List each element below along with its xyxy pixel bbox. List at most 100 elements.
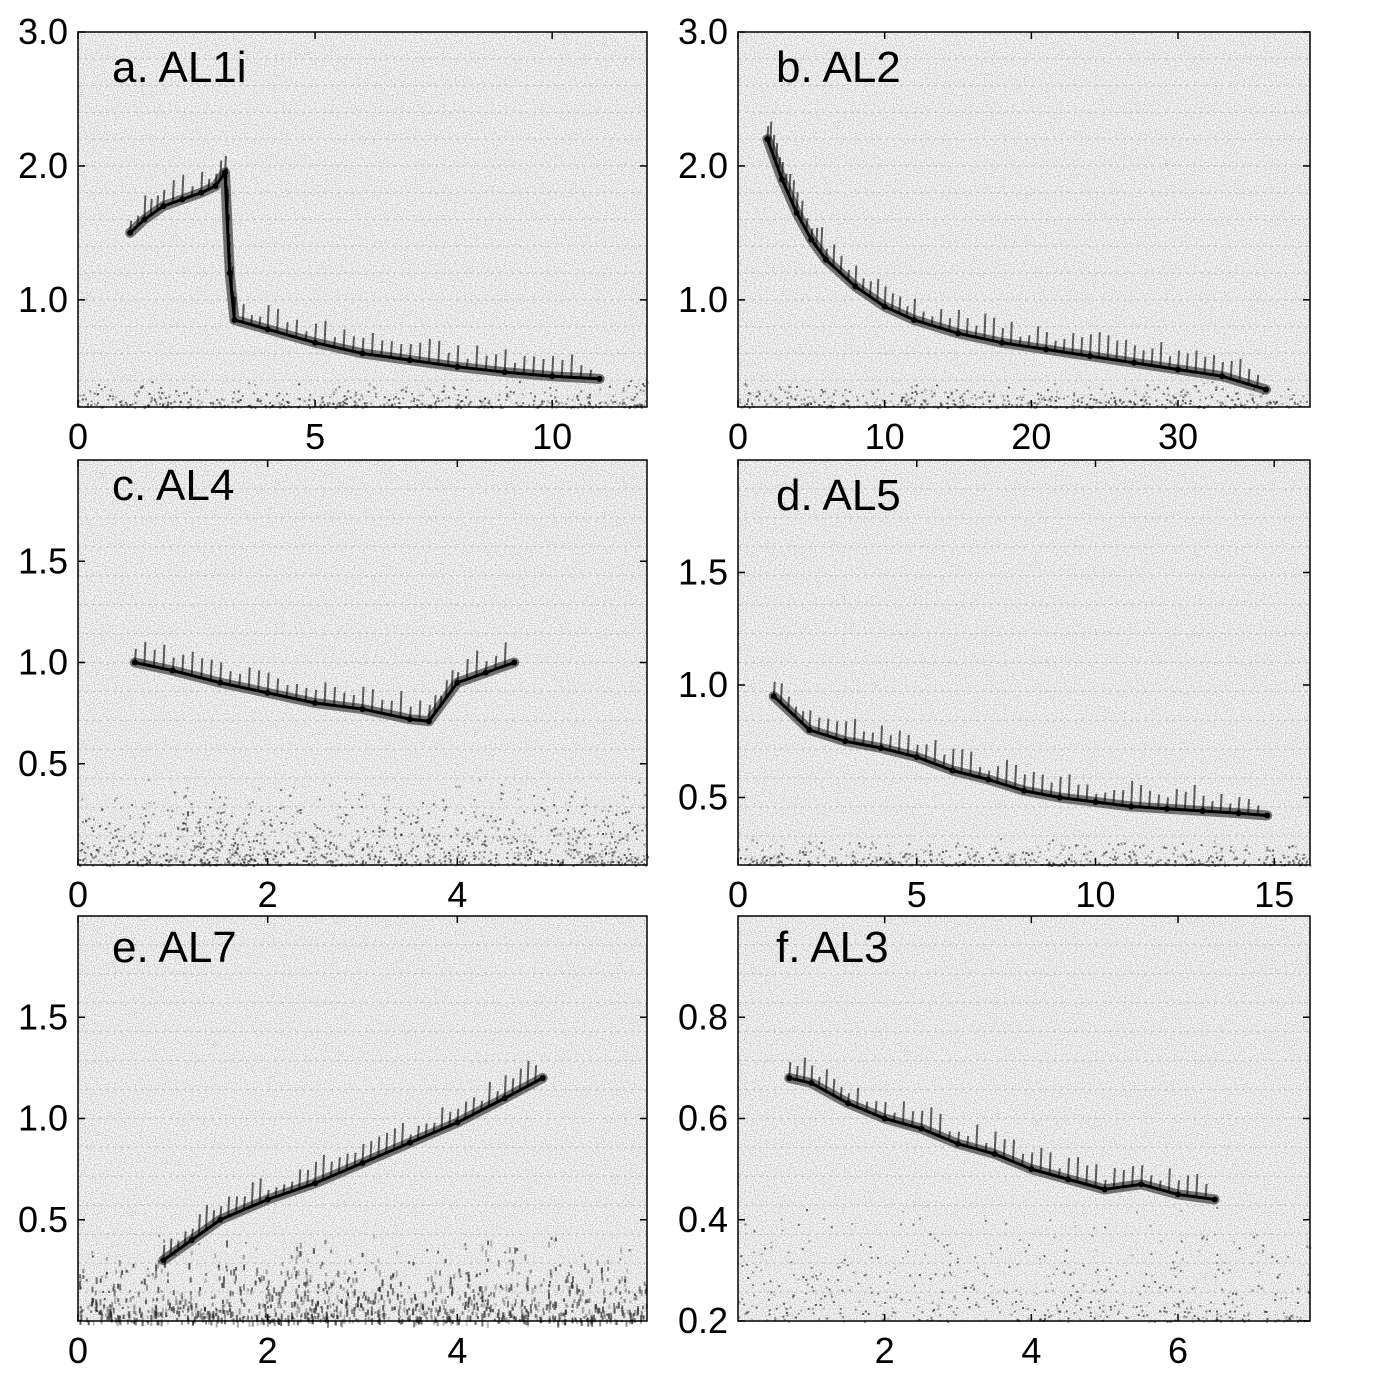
noise-dot	[501, 1298, 504, 1302]
call-contour	[762, 121, 1271, 395]
noise-dot	[840, 403, 843, 406]
noise-dot	[595, 405, 598, 408]
noise-dot	[558, 1313, 561, 1321]
noise-dot	[1202, 1316, 1205, 1319]
noise-dot	[970, 1286, 973, 1289]
noise-dot	[503, 1315, 506, 1322]
contour-stroke	[1124, 339, 1128, 362]
noise-dot	[313, 398, 316, 401]
noise-dot	[197, 399, 200, 402]
noise-dot	[634, 1293, 637, 1297]
noise-dot	[977, 1266, 980, 1269]
noise-dot	[1271, 854, 1274, 857]
noise-dot	[335, 1305, 338, 1313]
noise-dot	[1012, 859, 1015, 862]
noise-dot	[327, 1286, 330, 1290]
noise-dot	[184, 795, 187, 798]
data-point	[264, 689, 271, 696]
noise-dot	[309, 1279, 312, 1283]
noise-dot	[235, 852, 238, 855]
noise-dot	[905, 860, 908, 863]
noise-dot	[212, 1315, 215, 1319]
contour-stroke	[1140, 1165, 1144, 1185]
noise-dot	[995, 851, 998, 854]
noise-dot	[618, 1279, 621, 1285]
noise-dot	[1217, 1268, 1220, 1271]
noise-dot	[948, 855, 951, 858]
noise-dot	[588, 402, 591, 405]
noise-dot	[595, 404, 598, 407]
noise-dot	[563, 1312, 566, 1317]
noise-dot	[351, 1320, 354, 1324]
noise-dot	[283, 1310, 286, 1313]
noise-dot	[268, 401, 271, 404]
noise-dot	[1129, 400, 1132, 403]
noise-dot	[608, 1313, 611, 1320]
data-point	[1128, 803, 1135, 810]
noise-dot	[609, 1319, 612, 1324]
noise-dot	[181, 1320, 184, 1325]
contour-stroke	[258, 1178, 262, 1203]
noise-dot	[1113, 396, 1116, 399]
noise-dot	[1007, 400, 1010, 403]
noise-dot	[1159, 1286, 1162, 1289]
noise-dot	[643, 843, 646, 846]
noise-dot	[944, 391, 947, 394]
noise-dot	[118, 840, 121, 843]
x-tick-label: 20	[1011, 416, 1051, 457]
noise-dot	[644, 400, 647, 403]
data-point	[949, 767, 956, 774]
noise-dot	[587, 834, 590, 837]
noise-dot	[1293, 401, 1296, 404]
noise-dot	[1139, 398, 1142, 401]
noise-dot	[202, 1312, 205, 1316]
noise-dot	[126, 851, 129, 854]
noise-dot	[842, 402, 845, 405]
contour-stroke	[1080, 337, 1084, 355]
contour-stroke	[939, 309, 943, 329]
noise-dot	[105, 1257, 108, 1261]
noise-dot	[223, 1304, 226, 1308]
noise-dot	[162, 1295, 165, 1302]
noise-dot	[412, 400, 415, 403]
noise-dot	[459, 851, 462, 854]
noise-dot	[1063, 1260, 1066, 1263]
noise-dot	[800, 398, 803, 401]
contour-stroke	[200, 658, 204, 678]
noise-dot	[1011, 1303, 1014, 1306]
noise-dot	[830, 404, 833, 407]
noise-dot	[307, 1258, 310, 1263]
noise-dot	[1258, 858, 1261, 861]
noise-dot	[591, 1320, 594, 1327]
noise-dot	[226, 858, 229, 861]
noise-dot	[580, 390, 583, 393]
noise-dot	[920, 403, 923, 406]
noise-dot	[110, 1305, 113, 1310]
noise-dot	[112, 837, 115, 840]
noise-dot	[228, 862, 231, 865]
noise-dot	[288, 1277, 291, 1280]
noise-dot	[487, 860, 490, 863]
noise-dot	[231, 853, 234, 856]
noise-dot	[204, 1278, 207, 1284]
noise-dot	[1249, 393, 1252, 396]
data-point	[217, 679, 224, 686]
noise-dot	[746, 1263, 749, 1266]
noise-dot	[1294, 845, 1297, 848]
noise-dot	[573, 849, 576, 852]
noise-dot	[218, 796, 221, 799]
noise-dot	[364, 1268, 367, 1271]
noise-dot	[570, 1264, 573, 1269]
noise-dot	[302, 859, 305, 862]
noise-dot	[1021, 851, 1024, 854]
noise-dot	[1165, 406, 1168, 409]
noise-dot	[195, 1302, 198, 1308]
noise-dot	[182, 813, 185, 816]
noise-dot	[1173, 1267, 1176, 1270]
noise-dot	[1118, 1310, 1121, 1313]
noise-dot	[271, 1294, 274, 1302]
noise-dot	[1229, 406, 1232, 409]
noise-dot	[273, 830, 276, 833]
noise-dot	[1236, 392, 1239, 395]
noise-dot	[1112, 858, 1115, 861]
